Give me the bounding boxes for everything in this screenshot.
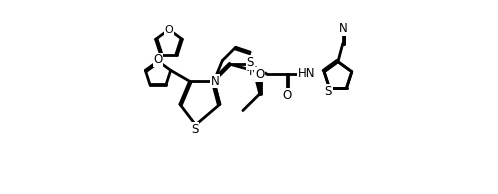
Text: O: O [255, 68, 264, 81]
Text: O: O [165, 25, 173, 35]
Text: S: S [247, 56, 254, 69]
Text: O: O [153, 53, 163, 66]
Text: N: N [249, 65, 258, 78]
Text: S: S [325, 85, 332, 98]
Text: O: O [282, 89, 291, 102]
Text: N: N [339, 22, 347, 35]
Text: HN: HN [298, 67, 315, 80]
Text: N: N [211, 75, 220, 88]
Text: S: S [191, 123, 198, 136]
